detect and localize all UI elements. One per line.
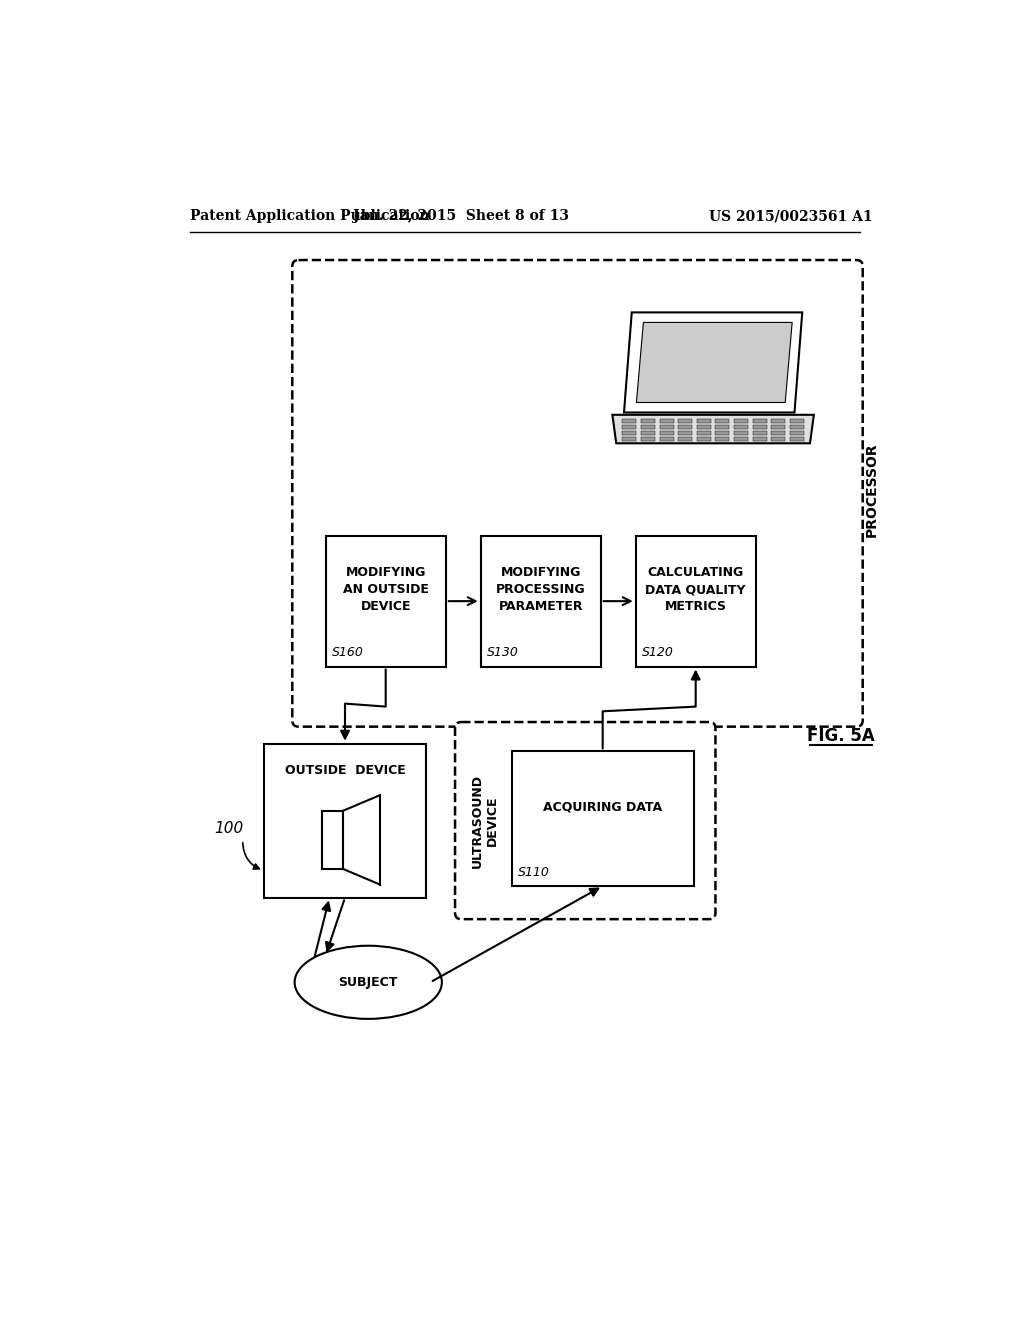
FancyBboxPatch shape [659, 425, 674, 429]
Text: PROCESSOR: PROCESSOR [865, 442, 879, 537]
FancyBboxPatch shape [771, 437, 785, 441]
Text: SUBJECT: SUBJECT [339, 975, 398, 989]
FancyBboxPatch shape [512, 751, 693, 886]
FancyBboxPatch shape [790, 425, 804, 429]
Polygon shape [636, 322, 793, 403]
FancyBboxPatch shape [678, 418, 692, 422]
FancyBboxPatch shape [734, 418, 748, 422]
FancyBboxPatch shape [734, 425, 748, 429]
FancyBboxPatch shape [771, 418, 785, 422]
FancyBboxPatch shape [678, 425, 692, 429]
FancyBboxPatch shape [659, 430, 674, 434]
FancyBboxPatch shape [753, 418, 767, 422]
FancyBboxPatch shape [455, 722, 716, 919]
FancyBboxPatch shape [480, 536, 601, 667]
FancyBboxPatch shape [697, 437, 711, 441]
Text: S130: S130 [486, 647, 519, 659]
Text: Patent Application Publication: Patent Application Publication [190, 209, 430, 223]
Text: MODIFYING
AN OUTSIDE
DEVICE: MODIFYING AN OUTSIDE DEVICE [343, 566, 429, 612]
FancyBboxPatch shape [263, 743, 426, 898]
FancyBboxPatch shape [716, 425, 729, 429]
Text: FIG. 5A: FIG. 5A [807, 727, 874, 744]
FancyBboxPatch shape [734, 437, 748, 441]
Text: OUTSIDE  DEVICE: OUTSIDE DEVICE [285, 764, 406, 777]
FancyBboxPatch shape [753, 437, 767, 441]
Text: MODIFYING
PROCESSING
PARAMETER: MODIFYING PROCESSING PARAMETER [496, 566, 586, 612]
Text: Jan. 22, 2015  Sheet 8 of 13: Jan. 22, 2015 Sheet 8 of 13 [353, 209, 569, 223]
FancyBboxPatch shape [716, 437, 729, 441]
FancyBboxPatch shape [697, 425, 711, 429]
FancyBboxPatch shape [623, 430, 636, 434]
FancyBboxPatch shape [790, 430, 804, 434]
Text: ULTRASOUND
DEVICE: ULTRASOUND DEVICE [470, 774, 499, 867]
FancyBboxPatch shape [623, 425, 636, 429]
FancyBboxPatch shape [753, 430, 767, 434]
FancyBboxPatch shape [716, 430, 729, 434]
FancyBboxPatch shape [790, 418, 804, 422]
FancyBboxPatch shape [771, 425, 785, 429]
FancyBboxPatch shape [678, 437, 692, 441]
Polygon shape [624, 313, 802, 412]
FancyBboxPatch shape [641, 425, 655, 429]
FancyBboxPatch shape [326, 536, 445, 667]
Ellipse shape [295, 945, 442, 1019]
FancyBboxPatch shape [292, 260, 862, 726]
FancyBboxPatch shape [659, 418, 674, 422]
FancyBboxPatch shape [771, 430, 785, 434]
FancyBboxPatch shape [641, 430, 655, 434]
FancyBboxPatch shape [641, 437, 655, 441]
Text: US 2015/0023561 A1: US 2015/0023561 A1 [710, 209, 872, 223]
Text: S110: S110 [518, 866, 550, 879]
FancyBboxPatch shape [659, 437, 674, 441]
FancyBboxPatch shape [641, 418, 655, 422]
FancyBboxPatch shape [790, 437, 804, 441]
Text: S120: S120 [642, 647, 674, 659]
FancyBboxPatch shape [753, 425, 767, 429]
FancyBboxPatch shape [716, 418, 729, 422]
Text: 100: 100 [214, 821, 244, 836]
FancyBboxPatch shape [636, 536, 756, 667]
Text: ACQUIRING DATA: ACQUIRING DATA [543, 801, 663, 813]
FancyBboxPatch shape [678, 430, 692, 434]
FancyBboxPatch shape [623, 418, 636, 422]
FancyBboxPatch shape [623, 437, 636, 441]
Polygon shape [612, 414, 814, 444]
Text: CALCULATING
DATA QUALITY
METRICS: CALCULATING DATA QUALITY METRICS [645, 566, 745, 612]
Text: S160: S160 [332, 647, 364, 659]
FancyBboxPatch shape [697, 430, 711, 434]
FancyBboxPatch shape [697, 418, 711, 422]
FancyBboxPatch shape [734, 430, 748, 434]
FancyBboxPatch shape [322, 810, 343, 869]
